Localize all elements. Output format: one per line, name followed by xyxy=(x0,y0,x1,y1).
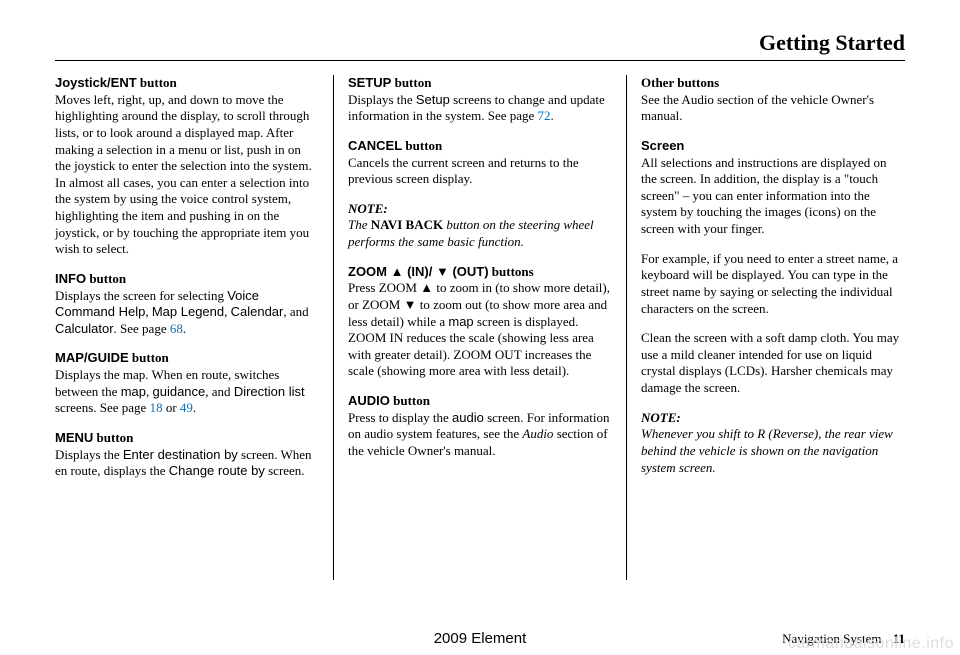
screen-title: Screen xyxy=(641,138,684,153)
screen-p3: Clean the screen with a soft damp cloth.… xyxy=(641,330,899,395)
info-title-a: INFO xyxy=(55,271,86,286)
zoom-title-b: buttons xyxy=(489,264,534,279)
mapguide-link1[interactable]: 18 xyxy=(150,400,163,415)
menu-post: screen. xyxy=(265,463,305,478)
info-sans3: Calendar xyxy=(231,304,284,319)
mapguide-title-b: button xyxy=(129,350,169,365)
setup-title-a: SETUP xyxy=(348,75,391,90)
cancel-title-b: button xyxy=(402,138,442,153)
menu-title-a: MENU xyxy=(55,430,93,445)
page-title: Getting Started xyxy=(759,30,905,55)
setup-sans1: Setup xyxy=(416,92,450,107)
screen-p3-block: Clean the screen with a soft damp cloth.… xyxy=(641,330,905,397)
zoom-title-a: ZOOM ▲ (IN)/ ▼ (OUT) xyxy=(348,264,489,279)
mapguide-post: screens. See page xyxy=(55,400,150,415)
info-sans2: Map Legend xyxy=(152,304,224,319)
info-end: . xyxy=(183,321,186,336)
audio-block: AUDIO button Press to display the audio … xyxy=(348,393,612,460)
audio-sans1: audio xyxy=(452,410,484,425)
setup-title-b: button xyxy=(391,75,431,90)
mapguide-sans1: map xyxy=(121,384,146,399)
setup-link[interactable]: 72 xyxy=(538,108,551,123)
column-3: Other buttons See the Audio section of t… xyxy=(626,75,905,580)
info-block: INFO button Displays the screen for sele… xyxy=(55,271,319,338)
info-mid: , and xyxy=(283,304,308,319)
screen-p1: All selections and instructions are disp… xyxy=(641,155,887,237)
menu-title-b: button xyxy=(93,430,133,445)
cancel-body: Cancels the current screen and returns t… xyxy=(348,155,579,187)
setup-pre: Displays the xyxy=(348,92,416,107)
mapguide-block: MAP/GUIDE button Displays the map. When … xyxy=(55,350,319,417)
note2-block: NOTE: Whenever you shift to R (Reverse),… xyxy=(641,410,905,477)
info-pre: Displays the screen for selecting xyxy=(55,288,227,303)
menu-pre: Displays the xyxy=(55,447,123,462)
zoom-sans1: map xyxy=(448,314,473,329)
column-1: Joystick/ENT button Moves left, right, u… xyxy=(55,75,333,580)
menu-sans2: Change route by xyxy=(169,463,265,478)
mapguide-end: . xyxy=(193,400,196,415)
note1-block: NOTE: The NAVI BACK button on the steeri… xyxy=(348,201,612,251)
column-2: SETUP button Displays the Setup screens … xyxy=(333,75,626,580)
mapguide-mid: , and xyxy=(205,384,234,399)
note1-label: NOTE: xyxy=(348,201,388,216)
joystick-title-b: button xyxy=(137,75,177,90)
mapguide-sans2: guidance xyxy=(153,384,206,399)
screen-block: Screen All selections and instructions a… xyxy=(641,138,905,238)
info-post: . See page xyxy=(114,321,170,336)
menu-block: MENU button Displays the Enter destinati… xyxy=(55,430,319,480)
info-title-b: button xyxy=(86,271,126,286)
cancel-block: CANCEL button Cancels the current screen… xyxy=(348,138,612,188)
columns: Joystick/ENT button Moves left, right, u… xyxy=(55,75,905,580)
other-body: See the Audio section of the vehicle Own… xyxy=(641,92,874,124)
zoom-block: ZOOM ▲ (IN)/ ▼ (OUT) buttons Press ZOOM … xyxy=(348,264,612,380)
audio-ital: Audio xyxy=(522,426,553,441)
mapguide-title-a: MAP/GUIDE xyxy=(55,350,129,365)
watermark: carmanualsonline.info xyxy=(788,635,954,653)
screen-p2-block: For example, if you need to enter a stre… xyxy=(641,251,905,318)
note2-body: Whenever you shift to R (Reverse), the r… xyxy=(641,426,893,474)
mapguide-sans3: Direction list xyxy=(234,384,305,399)
info-link[interactable]: 68 xyxy=(170,321,183,336)
audio-pre: Press to display the xyxy=(348,410,452,425)
audio-title-a: AUDIO xyxy=(348,393,390,408)
audio-title-b: button xyxy=(390,393,430,408)
setup-block: SETUP button Displays the Setup screens … xyxy=(348,75,612,125)
mapguide-link2[interactable]: 49 xyxy=(180,400,193,415)
page: Getting Started Joystick/ENT button Move… xyxy=(55,30,905,620)
note1-pre: The xyxy=(348,217,371,232)
info-sans4: Calculator xyxy=(55,321,114,336)
joystick-body: Moves left, right, up, and down to move … xyxy=(55,92,312,257)
other-title: Other buttons xyxy=(641,75,719,90)
note2-label: NOTE: xyxy=(641,410,681,425)
screen-p2: For example, if you need to enter a stre… xyxy=(641,251,898,316)
mapguide-or: or xyxy=(163,400,180,415)
cancel-title-a: CANCEL xyxy=(348,138,402,153)
note1-bold: NAVI BACK xyxy=(371,217,443,232)
joystick-block: Joystick/ENT button Moves left, right, u… xyxy=(55,75,319,258)
setup-end: . xyxy=(551,108,554,123)
menu-sans1: Enter destination by xyxy=(123,447,238,462)
other-block: Other buttons See the Audio section of t… xyxy=(641,75,905,125)
page-header: Getting Started xyxy=(55,30,905,61)
joystick-title-a: Joystick/ENT xyxy=(55,75,137,90)
